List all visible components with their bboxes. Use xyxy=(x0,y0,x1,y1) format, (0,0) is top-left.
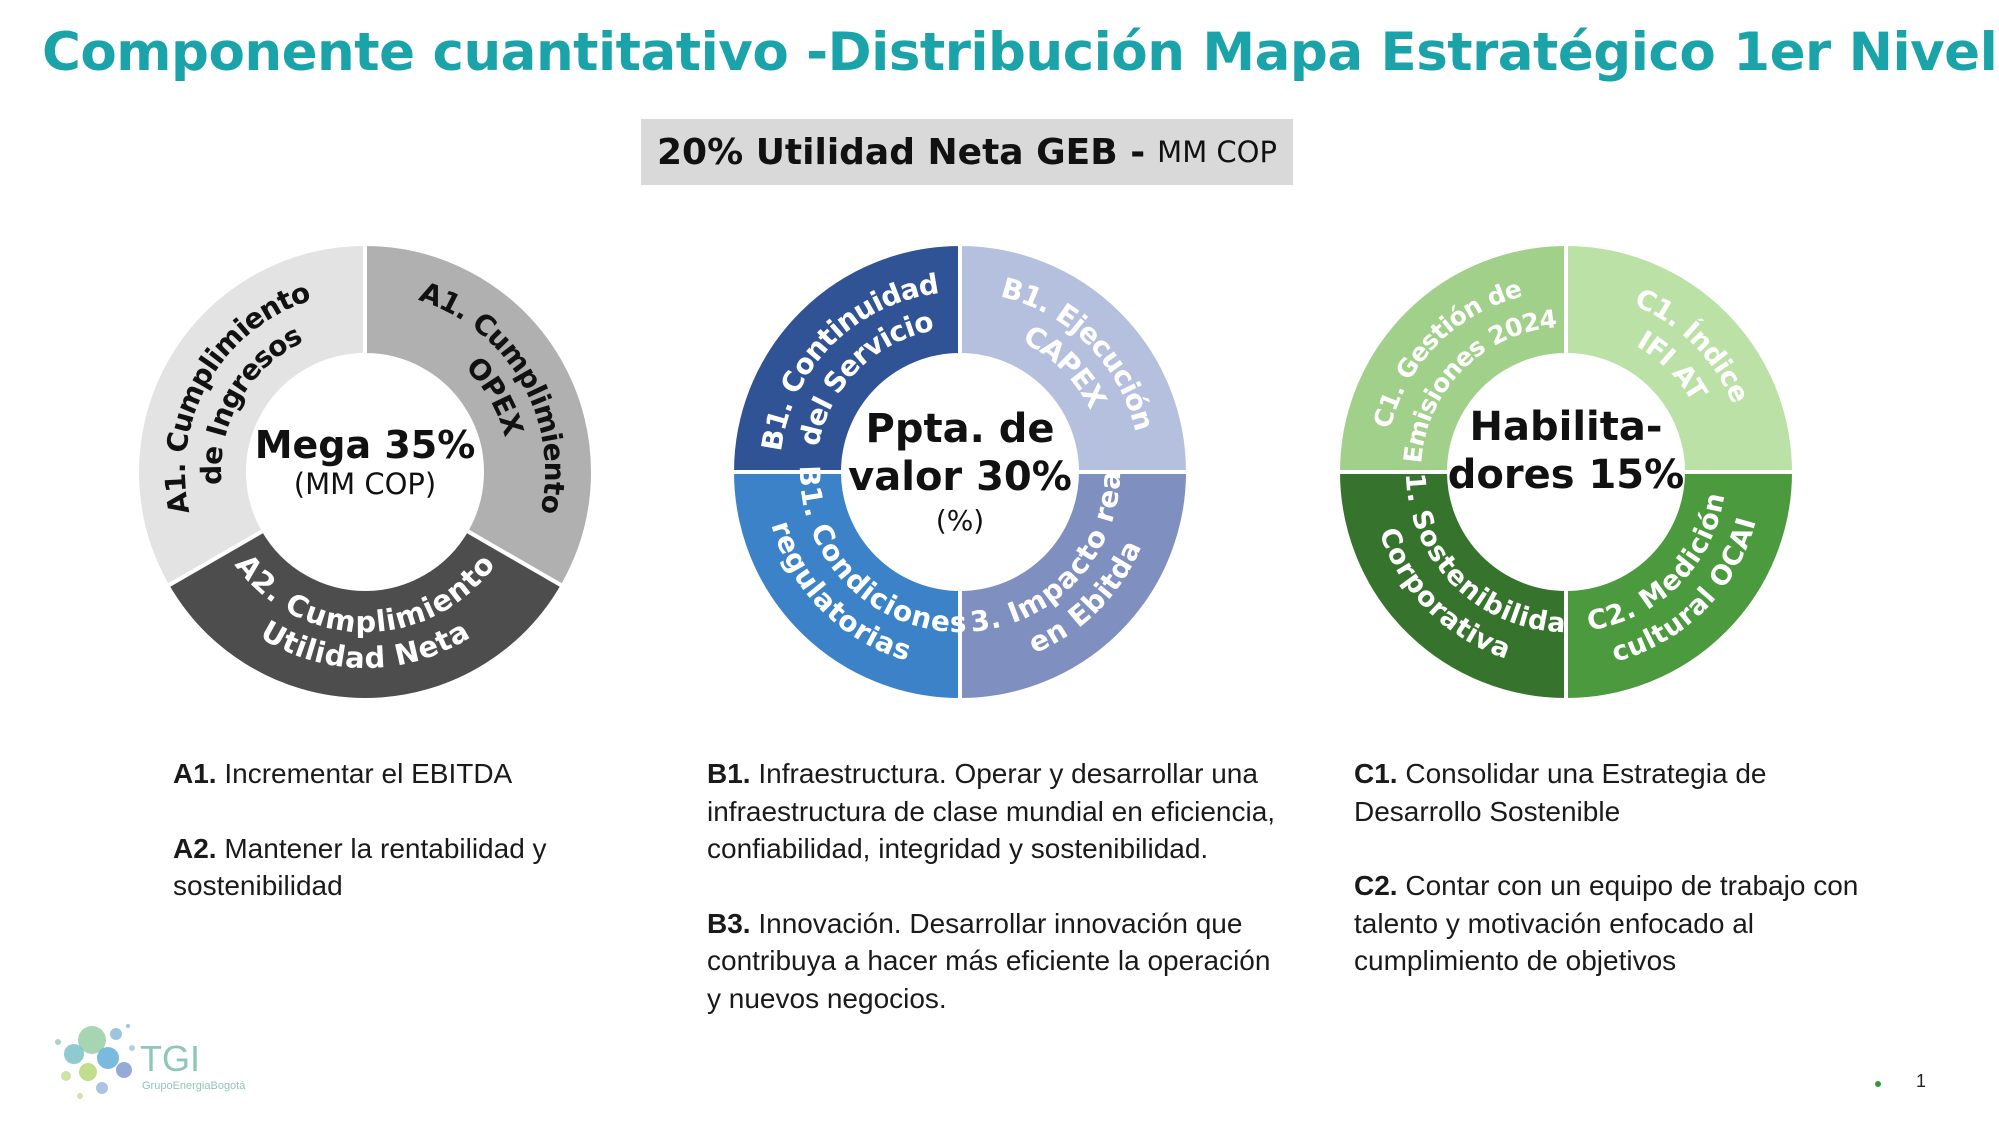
donut-1-center-note: (MM COP) xyxy=(294,467,436,501)
segment-c1-sostenibilidad-corporativa xyxy=(1335,470,1568,703)
description-block-b: B1. Infraestructura. Operar y desarrolla… xyxy=(707,755,1287,1054)
page-dot xyxy=(1875,1081,1881,1087)
description-a2: A2. Mantener la rentabilidad y sostenibi… xyxy=(173,832,547,902)
logo-tagline: GrupoEnergiaBogotá xyxy=(142,1080,246,1092)
segment-a1-cumplimiento-opex xyxy=(363,241,595,589)
segment-c1-gestion-de-emisiones-2024 xyxy=(1335,241,1568,474)
description-block-c: C1. Consolidar una Estrategia de Desarro… xyxy=(1354,755,1884,1017)
logo-mark-icon xyxy=(55,1024,135,1099)
description-b1: B1. Infraestructura. Operar y desarrolla… xyxy=(707,758,1276,864)
donut-1-center-line-1: Mega 35% xyxy=(255,423,476,467)
slide-title: Componente cuantitativo -Distribución Ma… xyxy=(42,22,1998,83)
donut-3-center-line-2: dores 15% xyxy=(1448,452,1684,498)
segment-c2-medicion-cultural-ocai xyxy=(1564,470,1797,703)
segment-b1-ejecucion-capex xyxy=(958,241,1191,474)
donut-2-center-line-2: valor 30% xyxy=(848,454,1072,500)
description-block-a: A1. Incrementar el EBITDA A2. Mantener l… xyxy=(173,755,643,942)
segment-b3-impacto-real-en-ebitda xyxy=(958,470,1191,703)
logo-name: TGI xyxy=(140,1038,200,1079)
description-c2: C2. Contar con un equipo de trabajo con … xyxy=(1354,870,1859,976)
segment-a2-cumplimiento-utilidad-neta xyxy=(164,527,566,702)
segment-b1-continuidad-del-servicio xyxy=(729,241,962,474)
donut-2-center-line-1: Ppta. de xyxy=(866,406,1055,452)
description-c1: C1. Consolidar una Estrategia de Desarro… xyxy=(1354,758,1767,827)
description-a1: A1. Incrementar el EBITDA xyxy=(173,758,513,789)
subtitle-unit: MM COP xyxy=(1157,135,1277,169)
subtitle-main: 20% Utilidad Neta GEB - xyxy=(657,131,1146,173)
page-number: 1 xyxy=(1916,1071,1927,1091)
donut-3-center-line-1: Habilita- xyxy=(1470,404,1663,450)
segment-a1-cumplimiento-de-ingresos xyxy=(135,241,367,589)
segment-c1-indice-ifi-at xyxy=(1564,241,1797,474)
description-b3: B3. Innovación. Desarrollar innovación q… xyxy=(707,907,1271,1014)
segment-b1-condiciones-regulatorias xyxy=(729,470,962,703)
donut-2-center-note: (%) xyxy=(936,504,984,537)
subtitle-box: 20% Utilidad Neta GEB - MM COP xyxy=(641,119,1293,185)
